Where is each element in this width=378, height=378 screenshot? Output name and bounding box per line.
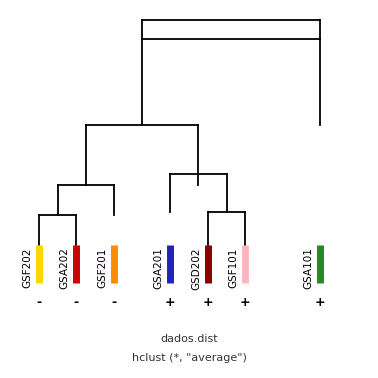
Text: +: + — [315, 296, 325, 309]
Text: GSD202: GSD202 — [191, 247, 201, 290]
Text: dados.dist: dados.dist — [160, 334, 218, 344]
Text: -: - — [36, 296, 42, 309]
Text: +: + — [203, 296, 213, 309]
Text: GSA101: GSA101 — [304, 247, 314, 289]
Text: -: - — [112, 296, 116, 309]
Text: GSA201: GSA201 — [153, 247, 163, 289]
Text: +: + — [240, 296, 251, 309]
Text: GSA202: GSA202 — [60, 247, 70, 289]
Text: -: - — [74, 296, 79, 309]
Text: hclust (*, "average"): hclust (*, "average") — [132, 353, 246, 363]
Text: GSF101: GSF101 — [229, 247, 239, 288]
Text: +: + — [165, 296, 175, 309]
Text: GSF202: GSF202 — [22, 247, 32, 288]
Text: GSF201: GSF201 — [97, 247, 107, 288]
